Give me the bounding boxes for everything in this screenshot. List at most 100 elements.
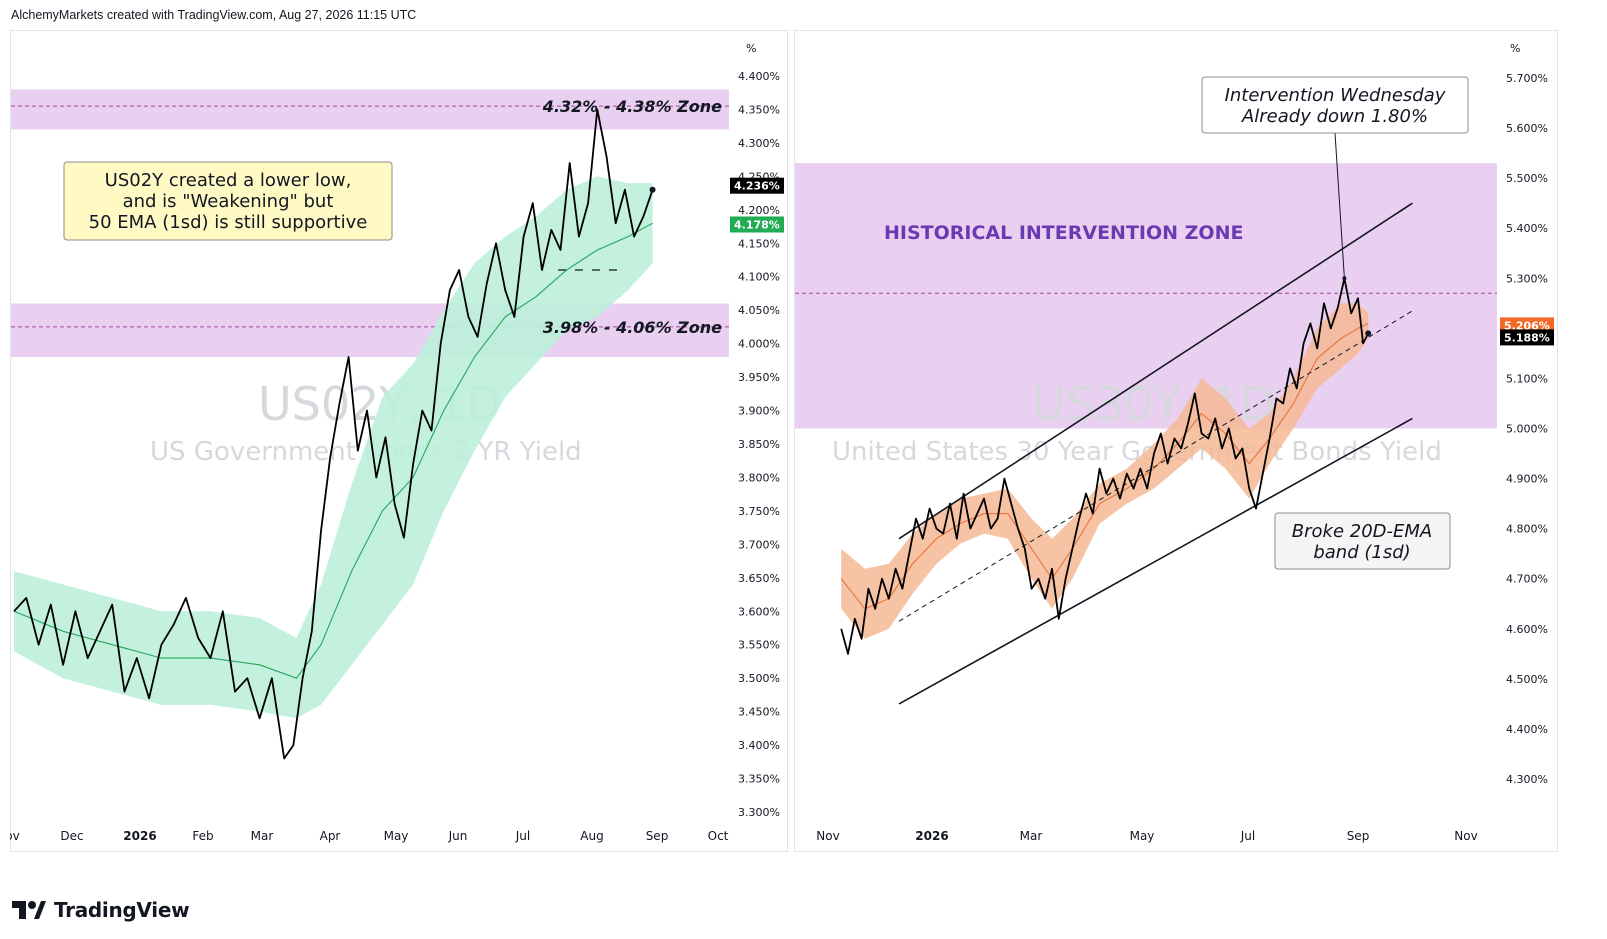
us30y-intervention-pointer: [1334, 132, 1345, 279]
us02y-x-tick-11: Oct: [708, 829, 729, 843]
us30y-x-tick-5: Sep: [1347, 829, 1370, 843]
us30y-ema-break-note-line-1: band (1sd): [1313, 542, 1410, 563]
us02y-y-tick-2: 3.400%: [738, 739, 780, 752]
us02y-zone-1: [11, 303, 729, 358]
us02y-ema-value-tag-bg: [730, 216, 784, 233]
us02y-y-tick-11: 3.850%: [738, 438, 780, 451]
us02y-x-tick-8: Jul: [515, 829, 530, 843]
us30y-x-tick-6: Nov: [1454, 829, 1477, 843]
us02y-y-tick-5: 3.550%: [738, 639, 780, 652]
us02y-y-tick-12: 3.900%: [738, 405, 780, 418]
us30y-x-tick-4: Jul: [1240, 829, 1255, 843]
us30y-y-tick-6: 4.900%: [1506, 473, 1548, 486]
us30y-y-tick-4: 4.700%: [1506, 573, 1548, 586]
us30y-x-tick-3: May: [1130, 829, 1155, 843]
us30y-last-price-tag-text: 5.188%: [1504, 331, 1550, 344]
us30y-y-tick-7: 5.000%: [1506, 423, 1548, 436]
us30y-y-tick-13: 5.600%: [1506, 122, 1548, 135]
tradingview-logo-icon: [12, 901, 46, 919]
us02y-annotation-line-2: 50 EMA (1sd) is still supportive: [89, 212, 368, 233]
us02y-zone-0: [11, 89, 729, 130]
us02y-zone-label-0: 4.32% - 4.38% Zone: [542, 97, 722, 116]
us02y-y-tick-3: 3.450%: [738, 706, 780, 719]
us02y-y-tick-22: 4.400%: [738, 70, 780, 83]
us02y-y-tick-4: 3.500%: [738, 672, 780, 685]
us30y-price-line: [840, 277, 1370, 655]
us02y-zone-label-1: 3.98% - 4.06% Zone: [543, 318, 722, 337]
us30y-ema-break-note-box: [1274, 512, 1451, 570]
us30y-ema-break-note-line-0: Broke 20D-EMA: [1292, 521, 1432, 542]
us02y-x-tick-7: Jun: [448, 829, 468, 843]
us02y-x-tick-4: Mar: [251, 829, 274, 843]
us02y-y-tick-20: 4.300%: [738, 137, 780, 150]
us30y-x-tick-2: Mar: [1020, 829, 1043, 843]
us02y-x-tick-10: Sep: [646, 829, 669, 843]
us30y-intervention-note-line-1: Already down 1.80%: [1241, 106, 1428, 127]
us02y-ema-value-tag-text: 4.178%: [734, 219, 780, 232]
us30y-channel-lower: [898, 417, 1413, 705]
us02y-y-tick-7: 3.650%: [738, 572, 780, 585]
us02y-x-tick-3: Feb: [192, 829, 213, 843]
us30y-unit-label: %: [1510, 42, 1520, 55]
us30y-chart[interactable]: US30Y, 1D United States 30 Year Governme…: [794, 30, 1558, 852]
us02y-x-tick-2: 2026: [123, 829, 156, 843]
us02y-last-price-tag-text: 4.236%: [734, 180, 780, 193]
us30y-x-tick-1: 2026: [915, 829, 948, 843]
us30y-zone-label-0: HISTORICAL INTERVENTION ZONE: [884, 222, 1243, 244]
us02y-last-price-tag-bg: [730, 177, 784, 194]
us02y-annotation-line-0: US02Y created a lower low,: [105, 170, 352, 191]
us30y-y-tick-14: 5.700%: [1506, 72, 1548, 85]
us02y-unit-label: %: [746, 42, 756, 55]
us30y-ema-value-tag-text: 5.206%: [1504, 319, 1550, 332]
us30y-y-tick-2: 4.500%: [1506, 673, 1548, 686]
us30y-y-tick-1: 4.400%: [1506, 723, 1548, 736]
us02y-y-tick-6: 3.600%: [738, 605, 780, 618]
us02y-y-tick-15: 4.050%: [738, 304, 780, 317]
us02y-chart[interactable]: US02Y, 1D US Government Bonds 2 YR Yield…: [10, 30, 788, 852]
us30y-last-price-tag-bg: [1500, 329, 1554, 346]
us30y-x-tick-0: Nov: [816, 829, 839, 843]
us02y-ema-value-tag: 4.178%: [730, 216, 784, 233]
tradingview-brand: TradingView: [54, 898, 190, 922]
us02y-x-tick-6: May: [384, 829, 409, 843]
us30y-y-tick-11: 5.400%: [1506, 222, 1548, 235]
us02y-y-tick-13: 3.950%: [738, 371, 780, 384]
us02y-x-tick-0: Nov: [10, 829, 20, 843]
us02y-last-point: [649, 186, 656, 193]
us02y-y-tick-17: 4.150%: [738, 237, 780, 250]
us02y-ema-band: [14, 176, 653, 719]
us02y-annotation-box: [63, 161, 393, 241]
us30y-y-tick-12: 5.500%: [1506, 172, 1548, 185]
us30y-channel-mid: [898, 310, 1413, 622]
us30y-last-point: [1365, 330, 1372, 337]
us30y-intervention-pointer-dot: [1342, 276, 1347, 281]
us02y-annotation-line-1: and is "Weakening" but: [123, 191, 334, 212]
us30y-y-tick-3: 4.600%: [1506, 623, 1548, 636]
us02y-y-tick-8: 3.700%: [738, 538, 780, 551]
us30y-intervention-note-line-0: Intervention Wednesday: [1225, 85, 1446, 106]
us30y-y-tick-0: 4.300%: [1506, 773, 1548, 786]
us02y-y-tick-18: 4.200%: [738, 204, 780, 217]
us02y-y-tick-1: 3.350%: [738, 773, 780, 786]
us02y-ema-line: [13, 222, 653, 679]
us02y-x-tick-1: Dec: [60, 829, 83, 843]
us30y-last-price-tag: 5.188%: [1500, 329, 1554, 346]
us30y-y-tick-8: 5.100%: [1506, 372, 1548, 385]
us02y-price-line: [13, 108, 654, 760]
us02y-y-tick-9: 3.750%: [738, 505, 780, 518]
us30y-zone-0: [795, 163, 1497, 429]
us02y-x-tick-9: Aug: [580, 829, 603, 843]
tradingview-logo[interactable]: TradingView: [12, 897, 190, 923]
us02y-y-tick-21: 4.350%: [738, 103, 780, 116]
us02y-x-tick-5: Apr: [320, 829, 341, 843]
chart-caption: AlchemyMarkets created with TradingView.…: [11, 8, 417, 22]
us02y-last-price-tag: 4.236%: [730, 177, 784, 194]
us30y-y-tick-5: 4.800%: [1506, 523, 1548, 536]
us02y-y-tick-16: 4.100%: [738, 271, 780, 284]
us02y-annotation: US02Y created a lower low,and is "Weaken…: [63, 161, 393, 241]
us02y-y-tick-14: 4.000%: [738, 338, 780, 351]
us30y-channel-upper: [898, 202, 1413, 540]
us02y-y-tick-10: 3.800%: [738, 471, 780, 484]
